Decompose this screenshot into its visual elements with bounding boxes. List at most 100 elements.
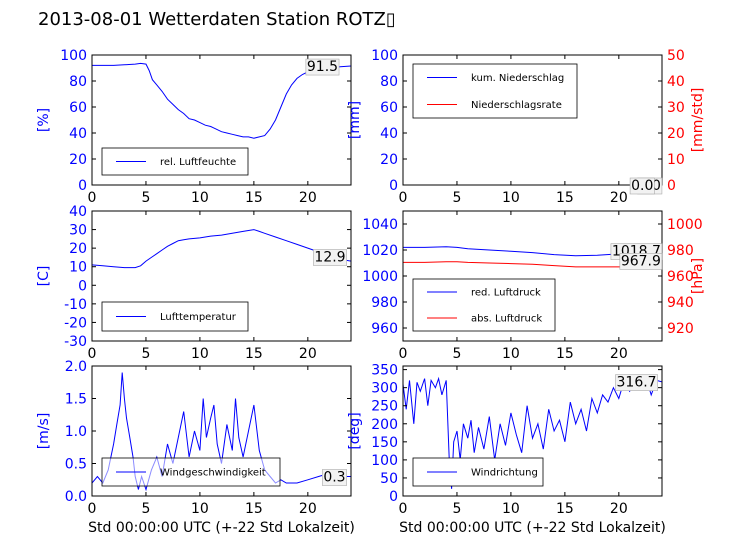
- annotation-box: [615, 374, 658, 391]
- x-tick-label: 5: [141, 501, 150, 517]
- panel-wind-speed: 0 5 10 15 20 0.0 0.5 1.0 1.5 2.0 [m/s] Std 00:00:00…: [36, 359, 355, 536]
- value-annotation: 91.5: [307, 59, 338, 75]
- x-tick-label: 5: [452, 346, 461, 362]
- legend-label: red. Luftdruck: [471, 288, 541, 299]
- y-tick-label: 100: [371, 453, 398, 469]
- x-tick-label: 20: [299, 346, 317, 362]
- annotation-box: [313, 249, 347, 266]
- value-annotation: 0.0: [631, 178, 653, 194]
- y-tick-label: 10: [69, 260, 87, 276]
- x-tick-label: 10: [191, 501, 209, 517]
- y-tick-label: 1.0: [65, 424, 87, 440]
- legend-label: Windgeschwindigkeit: [160, 468, 266, 479]
- y-tick-label: 60: [69, 100, 87, 116]
- x-tick-label: 5: [452, 501, 461, 517]
- y-axis-label: [deg]: [347, 412, 363, 449]
- y-tick-label: 0: [389, 178, 398, 194]
- legend: Windrichtung: [412, 457, 544, 487]
- x-tick-label: 5: [141, 190, 150, 206]
- y-tick-label: 1040: [362, 217, 398, 233]
- x-tick-label: 5: [141, 346, 150, 362]
- x-tick-label: 20: [610, 190, 628, 206]
- x-tick-label: 15: [556, 190, 574, 206]
- x-tick-label: 10: [191, 190, 209, 206]
- legend: Lufttemperatur: [101, 301, 249, 332]
- y-tick-label: 20: [380, 152, 398, 168]
- x-tick-label: 15: [556, 346, 574, 362]
- x-tick-label: 0: [88, 190, 97, 206]
- y-right-tick-label: 0: [667, 178, 676, 194]
- legend-label: Lufttemperatur: [160, 312, 237, 323]
- y-right-tick-label: 50: [667, 48, 685, 64]
- annotation-box: [629, 177, 655, 195]
- page-title: 2013-08-01 Wetterdaten Station ROTZ▯: [38, 9, 396, 30]
- y-tick-label: 30: [69, 223, 87, 239]
- y-tick-label: 100: [60, 48, 87, 64]
- x-tick-label: 0: [88, 346, 97, 362]
- legend: red. Luftdruck abs. Luftdruck: [412, 278, 556, 332]
- y-right-axis-label: [hPa]: [690, 258, 706, 294]
- series-line-windrichtung: [403, 375, 662, 489]
- y-right-tick-label: 30: [667, 100, 685, 116]
- y-right-tick-label: 920: [667, 321, 694, 337]
- x-axis-label: Std 00:00:00 UTC (+-22 Std Lokalzeit): [88, 520, 355, 536]
- x-tick-label: 5: [452, 190, 461, 206]
- y-tick-label: 2.0: [65, 359, 87, 375]
- plot-frame: [402, 54, 663, 186]
- y-right-axis-label: [mm/std]: [690, 88, 706, 153]
- value-annotation: 316.7: [617, 375, 657, 391]
- y-tick-label: 20: [69, 152, 87, 168]
- plot-frame: [402, 365, 663, 497]
- y-tick-label: 80: [69, 74, 87, 90]
- y-tick-label: 1.5: [65, 392, 87, 408]
- y-tick-label: 0: [78, 178, 87, 194]
- x-tick-label: 20: [610, 346, 628, 362]
- plot-frame: [91, 210, 352, 342]
- annotation-box: [619, 253, 663, 270]
- y-axis-label: [C]: [36, 266, 52, 287]
- y-tick-label: -30: [64, 334, 87, 350]
- series-line-lufttemperatur: [92, 229, 351, 269]
- value-annotation: 967.9: [621, 253, 661, 269]
- legend-label: rel. Luftfeuchte: [160, 157, 236, 168]
- y-axis-label: [mm]: [347, 101, 363, 139]
- y-tick-label: 980: [371, 295, 398, 311]
- y-tick-label: 40: [69, 204, 87, 220]
- y-right-tick-label: 980: [667, 243, 694, 259]
- x-tick-label: 0: [88, 501, 97, 517]
- y-tick-label: 20: [69, 241, 87, 257]
- x-tick-label: 15: [245, 190, 263, 206]
- y-tick-label: 250: [371, 399, 398, 415]
- x-tick-label: 0: [399, 346, 408, 362]
- x-tick-label: 20: [610, 501, 628, 517]
- y-tick-label: 0.0: [65, 489, 87, 505]
- y-tick-label: 50: [380, 471, 398, 487]
- plot-frame: [91, 54, 352, 186]
- y-right-tick-label: 1000: [667, 217, 703, 233]
- y-tick-label: 1020: [362, 243, 398, 259]
- y-right-tick-label: 940: [667, 295, 694, 311]
- y-tick-label: 0: [389, 489, 398, 505]
- y-tick-label: 0: [78, 278, 87, 294]
- y-tick-label: 40: [69, 126, 87, 142]
- legend-label: abs. Luftdruck: [471, 314, 542, 325]
- x-tick-label: 10: [502, 501, 520, 517]
- legend: Windgeschwindigkeit: [101, 457, 281, 487]
- annotation-box: [322, 469, 347, 486]
- y-right-tick-label: 960: [667, 269, 694, 285]
- panel-pressure: 0 5 10 15 20 960 980 1000 1020 1040 920 940 960 980 10…: [362, 210, 706, 362]
- legend-box: [412, 278, 556, 332]
- x-tick-label: 10: [191, 346, 209, 362]
- legend-label: Niederschlagsrate: [471, 100, 562, 111]
- y-tick-label: -10: [64, 297, 87, 313]
- legend-label: Windrichtung: [471, 468, 538, 479]
- value-annotation: 0.3: [323, 470, 345, 486]
- y-tick-label: -20: [64, 315, 87, 331]
- series-line-rel-luftfeuchte: [92, 62, 351, 139]
- x-axis-label: Std 00:00:00 UTC (+-22 Std Lokalzeit): [399, 520, 666, 536]
- y-tick-label: 150: [371, 435, 398, 451]
- x-tick-label: 15: [245, 346, 263, 362]
- y-tick-label: 300: [371, 381, 398, 397]
